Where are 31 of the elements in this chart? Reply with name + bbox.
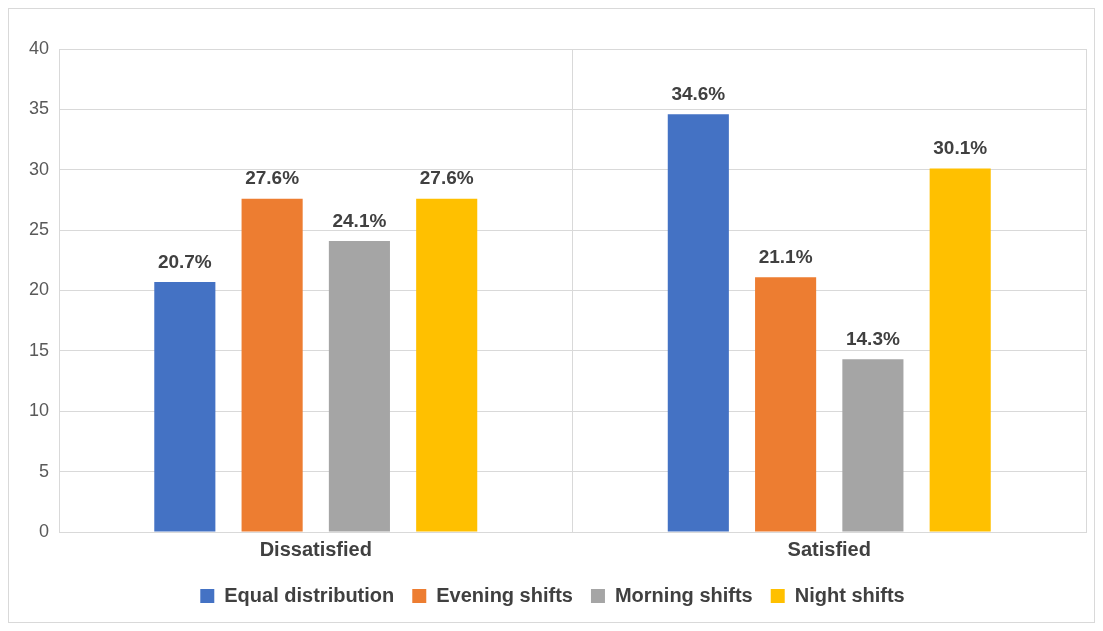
- y-tick-label: 5: [39, 460, 50, 481]
- data-label: 24.1%: [332, 209, 387, 231]
- y-tick-label: 35: [28, 98, 50, 119]
- data-label: 27.6%: [419, 167, 474, 189]
- y-tick-label: 0: [39, 520, 50, 541]
- data-label: 27.6%: [245, 167, 300, 189]
- legend-label: Night shifts: [794, 583, 905, 606]
- x-tick-label: Satisfied: [787, 537, 871, 560]
- y-tick-label: 20: [28, 279, 50, 300]
- y-tick-label: 15: [28, 339, 50, 360]
- legend-label: Equal distribution: [224, 583, 395, 606]
- bar: [929, 168, 991, 532]
- legend-label: Morning shifts: [614, 583, 753, 606]
- bar: [416, 198, 478, 532]
- x-tick-label: Dissatisfied: [259, 537, 372, 560]
- data-label: 30.1%: [933, 137, 988, 159]
- bar: [755, 277, 817, 532]
- data-label: 21.1%: [758, 245, 813, 267]
- y-tick-label: 40: [28, 37, 50, 58]
- bar: [328, 240, 390, 532]
- y-tick-label: 30: [28, 158, 50, 179]
- data-label: 34.6%: [671, 82, 726, 104]
- data-label: 14.3%: [845, 328, 900, 350]
- bar: [667, 114, 729, 532]
- bar: [241, 198, 303, 532]
- y-tick-label: 10: [28, 400, 50, 421]
- data-label: 20.7%: [157, 250, 212, 272]
- y-tick-label: 25: [28, 219, 50, 240]
- bar: [842, 359, 904, 532]
- bar: [154, 282, 216, 532]
- legend-label: Evening shifts: [436, 583, 573, 606]
